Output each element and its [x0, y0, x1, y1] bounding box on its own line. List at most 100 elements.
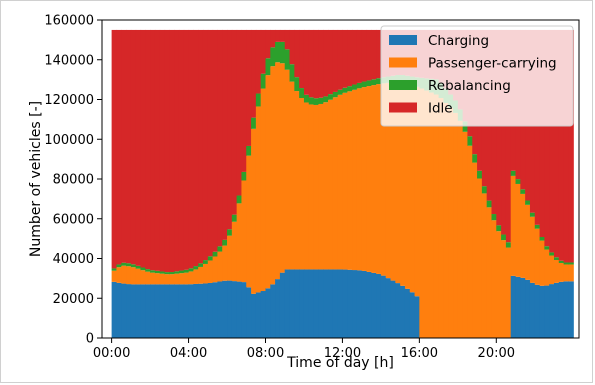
bar-segment-idle — [534, 29, 541, 225]
bar-segment-charging — [385, 278, 392, 338]
bar-segment-passenger-carrying — [193, 269, 199, 284]
bar-segment-charging — [299, 269, 305, 338]
bar-segment-passenger-carrying — [510, 175, 517, 276]
bar-segment-rebalancing — [207, 256, 214, 261]
bar-segment-charging — [366, 271, 372, 338]
bar-segment-charging — [342, 269, 348, 338]
bar-segment-rebalancing — [328, 94, 334, 100]
bar-segment-rebalancing — [145, 269, 151, 272]
bar-segment-charging — [361, 270, 368, 338]
bar-segment-idle — [174, 29, 180, 272]
bar-segment-rebalancing — [202, 260, 209, 264]
bar-segment-rebalancing — [486, 200, 493, 208]
bar-segment-passenger-carrying — [313, 104, 319, 270]
bar-segment-idle — [318, 29, 324, 98]
bar-segment-passenger-carrying — [554, 259, 560, 283]
bar-segment-passenger-carrying — [246, 155, 252, 288]
bar-segment-rebalancing — [467, 136, 473, 146]
bar-segment-charging — [414, 296, 420, 338]
y-tick-label: 140000 — [44, 53, 94, 68]
bar-segment-idle — [255, 29, 262, 94]
bar-segment-charging — [116, 282, 122, 338]
bar-segment-charging — [150, 284, 156, 338]
bar-segment-passenger-carrying — [154, 273, 161, 285]
y-tick-label: 160000 — [44, 14, 94, 29]
bar-segment-rebalancing — [544, 246, 550, 250]
bar-segment-charging — [126, 284, 132, 338]
bar-segment-idle — [207, 29, 214, 257]
bar-segment-passenger-carrying — [457, 120, 464, 339]
bar-segment-passenger-carrying — [227, 235, 233, 281]
bar-segment-passenger-carrying — [433, 94, 440, 338]
bar-segment-passenger-carrying — [491, 220, 497, 338]
bar-segment-idle — [356, 29, 363, 83]
bar-segment-charging — [246, 287, 252, 338]
bar-segment-passenger-carrying — [438, 98, 444, 338]
bar-segment-rebalancing — [347, 86, 353, 92]
bar-segment-rebalancing — [462, 121, 469, 132]
bar-segment-idle — [371, 29, 377, 80]
x-axis-label: Time of day [h] — [286, 355, 394, 371]
bar-segment-passenger-carrying — [289, 81, 295, 270]
bar-segment-rebalancing — [265, 58, 271, 76]
bar-segment-rebalancing — [563, 262, 570, 265]
bar-segment-idle — [342, 29, 348, 88]
bar-segment-rebalancing — [188, 268, 194, 272]
bar-segment-passenger-carrying — [265, 75, 271, 289]
bar-segment-passenger-carrying — [529, 216, 536, 283]
bar-segment-rebalancing — [294, 77, 300, 92]
bar-segment-idle — [188, 29, 194, 269]
bar-segment-rebalancing — [481, 186, 488, 194]
bar-segment-charging — [515, 276, 521, 338]
bar-segment-passenger-carrying — [279, 63, 286, 273]
bar-segment-rebalancing — [111, 268, 118, 271]
bar-segment-rebalancing — [525, 200, 531, 205]
bar-segment-rebalancing — [299, 88, 305, 99]
bar-segment-passenger-carrying — [183, 272, 190, 285]
bar-segment-idle — [135, 29, 142, 266]
bar-segment-rebalancing — [289, 64, 295, 82]
bar-segment-passenger-carrying — [308, 104, 315, 270]
bar-segment-charging — [222, 280, 228, 338]
bar-segment-idle — [241, 29, 247, 172]
bar-segment-passenger-carrying — [231, 221, 238, 282]
bar-segment-rebalancing — [332, 91, 339, 98]
bar-segment-passenger-carrying — [568, 264, 574, 282]
bar-segment-idle — [284, 29, 291, 50]
bar-segment-rebalancing — [140, 267, 146, 271]
bar-segment-idle — [251, 29, 257, 118]
bar-segment-passenger-carrying — [395, 81, 401, 284]
bar-segment-charging — [121, 283, 127, 338]
bar-segment-passenger-carrying — [356, 88, 363, 271]
bar-segment-rebalancing — [323, 96, 329, 103]
bar-segment-passenger-carrying — [198, 266, 204, 284]
bar-segment-passenger-carrying — [159, 273, 166, 285]
legend-swatch — [389, 80, 417, 90]
bar-segment-idle — [366, 29, 372, 81]
bar-segment-passenger-carrying — [563, 264, 570, 282]
bar-segment-passenger-carrying — [241, 180, 247, 283]
bar-segment-charging — [260, 291, 267, 338]
bar-segment-passenger-carrying — [462, 131, 469, 338]
bar-segment-idle — [332, 29, 339, 92]
bar-segment-rebalancing — [241, 171, 247, 181]
bar-segment-passenger-carrying — [496, 231, 502, 338]
bar-segment-idle — [270, 29, 276, 48]
bar-segment-charging — [318, 269, 324, 338]
bar-segment-passenger-carrying — [299, 98, 305, 270]
bar-segment-passenger-carrying — [270, 66, 276, 285]
bar-segment-passenger-carrying — [164, 274, 170, 285]
bar-segment-charging — [289, 269, 295, 338]
bar-segment-rebalancing — [121, 262, 127, 266]
bar-segment-idle — [150, 29, 156, 271]
bar-segment-rebalancing — [366, 80, 372, 87]
bar-segment-passenger-carrying — [323, 102, 329, 270]
bar-segment-rebalancing — [361, 81, 368, 88]
bar-segment-passenger-carrying — [400, 82, 406, 286]
bar-segment-rebalancing — [352, 84, 358, 90]
y-tick-label: 100000 — [44, 133, 94, 148]
bar-segment-passenger-carrying — [448, 107, 454, 338]
bar-segment-idle — [289, 29, 295, 65]
x-tick-label: 20:00 — [478, 346, 515, 361]
